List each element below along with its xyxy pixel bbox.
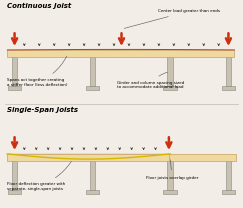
Bar — [90, 57, 95, 86]
Bar — [90, 161, 95, 190]
Bar — [222, 86, 235, 90]
Bar — [169, 154, 236, 161]
Text: Single-Span Joists: Single-Span Joists — [7, 106, 78, 113]
Text: Center load greater than ends: Center load greater than ends — [124, 9, 220, 28]
Bar — [167, 161, 173, 190]
Bar — [163, 190, 177, 194]
Bar — [167, 57, 173, 86]
Text: Girder and column spacing sized
to accommodate additional load: Girder and column spacing sized to accom… — [117, 72, 184, 89]
Bar — [12, 57, 17, 86]
Bar — [7, 50, 234, 57]
Bar — [86, 190, 99, 194]
Text: Continuous Joist: Continuous Joist — [7, 2, 71, 9]
Text: Floor deflection greater with
separate, single-span joists: Floor deflection greater with separate, … — [7, 161, 71, 191]
Bar — [222, 190, 235, 194]
Text: Floor joists overlap girder: Floor joists overlap girder — [146, 160, 198, 180]
Bar — [226, 57, 231, 86]
Bar — [8, 190, 21, 194]
Text: Spans act together creating
a stiffer floor (less deflection): Spans act together creating a stiffer fl… — [7, 56, 68, 87]
Bar — [86, 86, 99, 90]
Bar — [8, 86, 21, 90]
Bar — [12, 161, 17, 190]
Bar — [163, 86, 177, 90]
Bar — [226, 161, 231, 190]
Bar — [7, 154, 171, 161]
